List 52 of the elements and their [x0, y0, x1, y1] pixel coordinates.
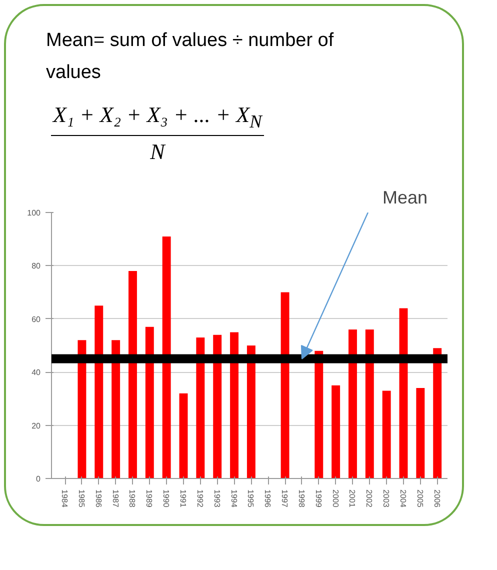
x-tick-label: 1992 — [195, 490, 204, 508]
bar — [94, 306, 104, 478]
x-tick-label: 1985 — [76, 490, 86, 508]
bar — [128, 271, 137, 478]
y-tick-label: 60 — [32, 314, 42, 324]
x-tick-label: 2002 — [364, 490, 374, 508]
x-tick-label: 2001 — [348, 490, 357, 508]
x-tick-label: 1986 — [94, 490, 103, 508]
y-tick-label: 0 — [36, 474, 42, 484]
y-tick-label: 100 — [27, 208, 42, 218]
bar — [213, 334, 222, 478]
bar — [230, 332, 238, 478]
bar — [196, 338, 205, 478]
x-tick-label: 1997 — [280, 490, 290, 508]
x-tick-label: 1989 — [144, 490, 154, 508]
bar — [332, 385, 340, 478]
x-tick-label: 1999 — [314, 490, 323, 508]
bar — [365, 330, 374, 478]
x-tick-label: 1993 — [212, 490, 222, 508]
x-tick-label: 2006 — [432, 490, 442, 508]
x-tick-label: 2004 — [398, 490, 408, 508]
x-tick-label: 1991 — [178, 490, 188, 508]
ref-line-label: Mean — [382, 188, 428, 208]
x-tick-label: 1988 — [128, 490, 137, 508]
bar — [162, 236, 171, 478]
x-tick-label: 1994 — [229, 490, 238, 508]
bar — [314, 350, 324, 478]
bar — [348, 330, 357, 478]
bar — [112, 340, 120, 478]
bar — [78, 340, 86, 478]
bar — [246, 346, 256, 478]
x-tick-label: 1995 — [246, 490, 256, 508]
x-tick-label: 1996 — [263, 490, 272, 508]
bar — [145, 326, 154, 478]
x-tick-label: 1984 — [60, 490, 70, 508]
x-tick-label: 2003 — [382, 490, 391, 508]
bar — [179, 393, 188, 478]
text: X₁ + X₂ + X₃ + ... + X$_{N}$ — [51, 99, 264, 136]
chart-title: Mean= sum of values ÷ number of values — [46, 29, 335, 85]
x-tick-label: 1990 — [162, 490, 171, 508]
x-tick-label: 1987 — [110, 490, 120, 508]
y-tick-label: 40 — [32, 368, 42, 378]
bar — [416, 388, 425, 478]
y-tick-label: 80 — [32, 262, 42, 271]
x-tick-label: 1998 — [296, 490, 306, 508]
text: N — [149, 138, 167, 166]
x-tick-label: 2005 — [415, 490, 424, 508]
bar — [280, 292, 290, 478]
bar — [433, 348, 442, 478]
x-tick-label: 2000 — [330, 490, 340, 508]
bar — [382, 390, 391, 478]
y-tick-label: 20 — [32, 421, 42, 430]
